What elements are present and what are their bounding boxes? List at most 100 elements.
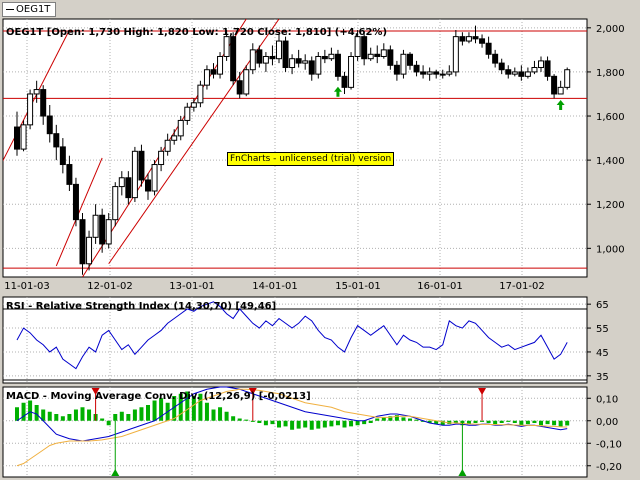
candle-body	[348, 55, 355, 88]
candle-body	[452, 36, 459, 73]
macd-y-tick-label: -0,20	[596, 462, 622, 473]
candle-body	[321, 55, 328, 60]
macd-histogram-bar	[480, 420, 485, 422]
macd-histogram-bar	[375, 418, 380, 421]
candle	[321, 49, 328, 64]
candle	[407, 52, 413, 70]
macd-histogram-bar	[270, 420, 275, 425]
macd-histogram-bar	[172, 396, 177, 421]
candle-body	[387, 49, 394, 66]
macd-histogram-bar	[113, 414, 118, 421]
candle-body	[230, 36, 237, 82]
candle-body	[439, 73, 446, 76]
macd-histogram-bar	[447, 420, 452, 425]
candle	[361, 32, 368, 66]
candle	[46, 105, 53, 143]
candle-body	[269, 55, 276, 60]
macd-histogram-bar	[290, 420, 295, 430]
candle-body	[544, 60, 551, 77]
rsi-panel-title: RSI - Relative Strength Index (14,30,70)…	[6, 301, 276, 312]
candle-body	[308, 60, 315, 75]
macd-histogram-bar	[231, 416, 236, 421]
candle-body	[177, 119, 184, 137]
candle-body	[433, 71, 440, 75]
macd-histogram-bar	[106, 420, 111, 426]
macd-histogram-bar	[342, 420, 347, 428]
macd-histogram-bar	[466, 420, 471, 425]
macd-histogram-bar	[159, 398, 164, 421]
macd-histogram-bar	[28, 400, 33, 421]
macd-histogram-bar	[552, 420, 557, 426]
candle-body	[184, 106, 191, 121]
candle	[354, 30, 361, 61]
macd-histogram-bar	[525, 420, 530, 425]
candle	[177, 116, 184, 141]
macd-histogram-bar	[381, 417, 386, 421]
rsi-y-tick-label: 55	[596, 324, 609, 335]
price-x-tick-label: 13-01-01	[169, 281, 214, 292]
candle-body	[564, 69, 571, 88]
macd-histogram-bar	[434, 420, 439, 425]
candle	[20, 120, 27, 152]
candle-body	[531, 67, 538, 73]
price-y-tick-label: 1,600	[596, 112, 625, 123]
candle	[538, 56, 544, 72]
macd-histogram-bar	[80, 407, 85, 421]
candle-body	[498, 62, 505, 71]
macd-histogram-bar	[263, 420, 268, 426]
macd-histogram-bar	[191, 396, 196, 421]
candle-body	[446, 71, 453, 75]
candle-body	[328, 53, 335, 60]
candle-body	[151, 164, 158, 192]
legend-label: OEG1T	[16, 4, 51, 15]
candle-body	[302, 60, 309, 64]
candle	[367, 47, 374, 61]
candle	[164, 133, 171, 156]
candle	[295, 49, 302, 68]
candle-body	[14, 126, 20, 150]
macd-histogram-bar	[54, 414, 59, 421]
candle	[131, 146, 138, 203]
legend-line-icon	[6, 8, 14, 10]
candle-body	[551, 75, 558, 95]
candle	[145, 173, 151, 200]
candle	[393, 60, 400, 81]
candle-body	[203, 69, 210, 86]
candle	[302, 54, 309, 70]
candle-body	[426, 71, 433, 75]
sell-marker-icon	[478, 388, 487, 395]
candle	[439, 69, 446, 79]
macd-histogram-bar	[309, 420, 314, 430]
candle	[171, 129, 178, 145]
macd-histogram-bar	[427, 420, 432, 423]
macd-histogram-bar	[322, 420, 327, 428]
candle-body	[256, 49, 263, 64]
macd-signal-line	[16, 388, 568, 467]
candle-body	[361, 36, 368, 60]
candle	[315, 52, 322, 79]
candle-body	[295, 58, 302, 64]
rsi-y-tick-label: 45	[596, 348, 609, 359]
macd-histogram-bar	[401, 417, 406, 421]
candle-body	[145, 179, 151, 192]
candle	[505, 65, 512, 79]
candle-body	[479, 38, 486, 44]
candle-body	[374, 53, 381, 57]
macd-y-tick-label: 0,10	[596, 394, 618, 405]
macd-histogram-bar	[283, 420, 288, 427]
macd-histogram-bar	[15, 407, 19, 421]
macd-histogram-bar	[139, 407, 144, 421]
candle	[230, 32, 237, 86]
macd-y-tick-label: -0,10	[596, 439, 622, 450]
macd-histogram-bar	[296, 420, 301, 429]
candle-body	[249, 49, 256, 71]
candle	[544, 56, 551, 81]
candle-body	[236, 80, 243, 95]
candle	[138, 144, 145, 187]
candle	[289, 54, 296, 75]
candle-body	[538, 60, 544, 69]
candle	[276, 34, 282, 64]
chart-legend[interactable]: OEG1T	[2, 2, 56, 17]
candle	[99, 208, 106, 253]
candle-body	[420, 71, 427, 75]
